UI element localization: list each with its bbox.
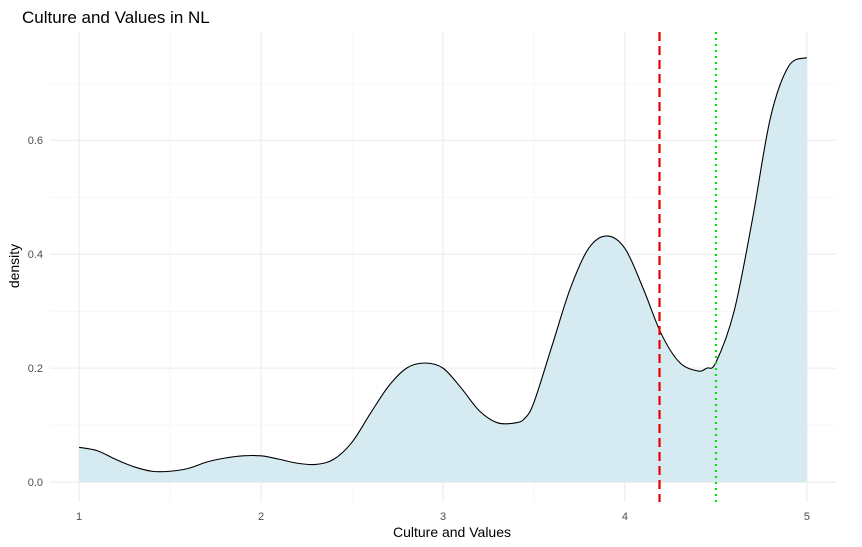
density-layer [79, 57, 808, 483]
x-tick-label: 4 [622, 511, 628, 523]
y-tick-label: 0.0 [28, 477, 43, 489]
x-axis-ticks: 1 2 3 4 5 [76, 511, 810, 523]
y-axis-ticks: 0.0 0.2 0.4 0.6 [28, 135, 43, 489]
density-area [79, 57, 807, 483]
x-tick-label: 5 [804, 511, 810, 523]
y-axis-title: density [6, 244, 22, 288]
y-tick-label: 0.4 [28, 249, 43, 261]
density-curve [79, 57, 808, 473]
x-tick-label: 3 [440, 511, 446, 523]
x-tick-label: 2 [258, 511, 264, 523]
x-tick-label: 1 [76, 511, 82, 523]
chart-title: Culture and Values in NL [22, 8, 210, 27]
y-tick-label: 0.6 [28, 135, 43, 147]
reference-lines [658, 32, 718, 502]
x-axis-title: Culture and Values [393, 524, 511, 540]
y-tick-label: 0.2 [28, 363, 43, 375]
